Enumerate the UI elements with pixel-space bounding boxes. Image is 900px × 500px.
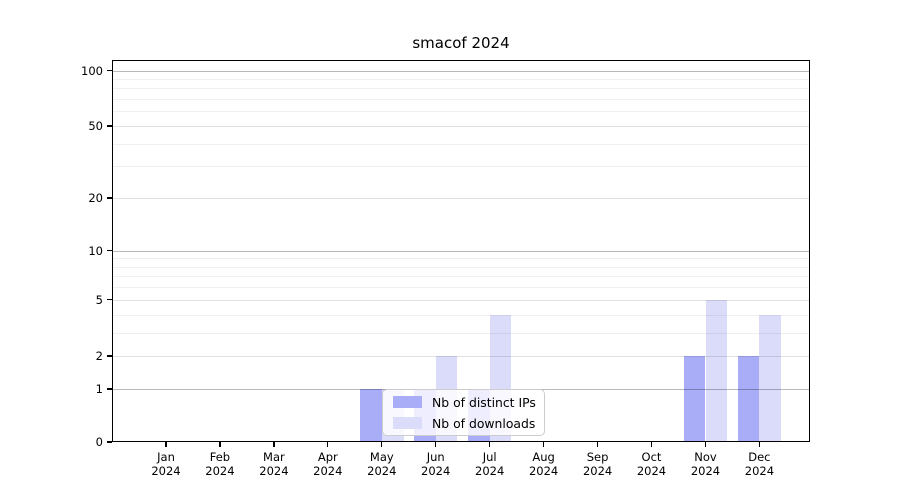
bar-downloads-nov bbox=[705, 299, 728, 442]
gridline-y-80 bbox=[113, 88, 809, 90]
x-tick-label-may: May 2024 bbox=[367, 450, 397, 478]
y-tick-mark-2 bbox=[107, 355, 112, 357]
gridline-y-2 bbox=[113, 356, 809, 358]
gridline-y-6 bbox=[113, 287, 809, 289]
x-tick-mark-nov bbox=[704, 442, 707, 447]
x-tick-mark-may bbox=[381, 442, 383, 447]
gridline-y-60 bbox=[113, 111, 809, 113]
gridline-y-90 bbox=[113, 79, 809, 80]
gridline-y-3 bbox=[113, 332, 809, 334]
legend: Nb of distinct IPs Nb of downloads bbox=[382, 389, 545, 436]
x-tick-mark-oct bbox=[650, 442, 653, 447]
x-tick-label-dec: Dec 2024 bbox=[744, 450, 775, 478]
x-tick-label-mar: Mar 2024 bbox=[259, 450, 289, 478]
gridline-y-30 bbox=[113, 166, 809, 168]
y-tick-label-50: 50 bbox=[88, 119, 103, 133]
x-tick-label-sep: Sep 2024 bbox=[582, 450, 613, 478]
gridline-y-50 bbox=[113, 126, 809, 127]
x-tick-label-nov: Nov 2024 bbox=[690, 450, 721, 478]
gridline-y-70 bbox=[113, 99, 809, 101]
x-tick-label-jan: Jan 2024 bbox=[151, 450, 181, 478]
x-tick-mark-aug bbox=[542, 442, 545, 447]
y-tick-label-5: 5 bbox=[95, 292, 103, 307]
x-tick-mark-jul bbox=[489, 442, 491, 447]
bar-distinct-ips-may bbox=[360, 389, 382, 442]
legend-row-distinct-ips: Nb of distinct IPs bbox=[393, 395, 544, 410]
y-tick-mark-50 bbox=[107, 125, 112, 127]
bar-distinct-ips-nov bbox=[683, 356, 706, 442]
bar-distinct-ips-dec bbox=[737, 356, 760, 442]
gridline-y-7 bbox=[113, 276, 809, 278]
x-tick-mark-feb bbox=[219, 442, 221, 447]
y-tick-mark-5 bbox=[107, 299, 112, 301]
gridline-y-4 bbox=[113, 314, 809, 316]
gridline-y-9 bbox=[113, 258, 809, 260]
x-tick-mark-sep bbox=[596, 442, 599, 447]
y-tick-label-20: 20 bbox=[88, 191, 103, 205]
x-tick-label-jun: Jun 2024 bbox=[421, 450, 451, 478]
y-tick-label-10: 10 bbox=[88, 243, 103, 258]
y-tick-label-1: 1 bbox=[95, 382, 103, 396]
gridline-y-20 bbox=[113, 198, 809, 199]
y-tick-label-2: 2 bbox=[95, 349, 103, 364]
y-tick-mark-10 bbox=[107, 249, 112, 252]
gridline-y-8 bbox=[113, 266, 809, 268]
x-tick-label-aug: Aug 2024 bbox=[528, 450, 559, 478]
x-tick-label-jul: Jul 2024 bbox=[475, 450, 505, 478]
legend-row-downloads: Nb of downloads bbox=[393, 416, 544, 431]
x-tick-label-oct: Oct 2024 bbox=[636, 450, 667, 478]
gridline-y-10 bbox=[113, 250, 809, 252]
legend-label-distinct-ips: Nb of distinct IPs bbox=[432, 394, 536, 410]
legend-label-downloads: Nb of downloads bbox=[432, 415, 536, 431]
x-tick-label-apr: Apr 2024 bbox=[313, 450, 343, 478]
bar-downloads-dec bbox=[759, 314, 782, 442]
gridline-y-100 bbox=[113, 70, 809, 72]
y-tick-label-0: 0 bbox=[95, 435, 103, 449]
gridline-y-5 bbox=[113, 299, 809, 301]
x-tick-mark-jan bbox=[165, 442, 167, 447]
y-tick-mark-100 bbox=[107, 69, 112, 72]
x-tick-mark-mar bbox=[273, 442, 275, 447]
x-tick-mark-apr bbox=[327, 442, 329, 447]
x-tick-mark-jun bbox=[435, 442, 437, 447]
gridline-y-40 bbox=[113, 143, 809, 145]
y-tick-label-100: 100 bbox=[81, 63, 103, 78]
x-tick-mark-dec bbox=[758, 442, 761, 447]
y-tick-mark-20 bbox=[107, 197, 112, 199]
legend-swatch-distinct-ips-icon bbox=[393, 395, 422, 409]
chart-title: smacof 2024 bbox=[412, 34, 510, 52]
y-tick-mark-0 bbox=[107, 441, 112, 443]
y-tick-mark-1 bbox=[107, 388, 112, 390]
x-tick-label-feb: Feb 2024 bbox=[205, 450, 235, 478]
legend-swatch-downloads-icon bbox=[393, 416, 422, 430]
